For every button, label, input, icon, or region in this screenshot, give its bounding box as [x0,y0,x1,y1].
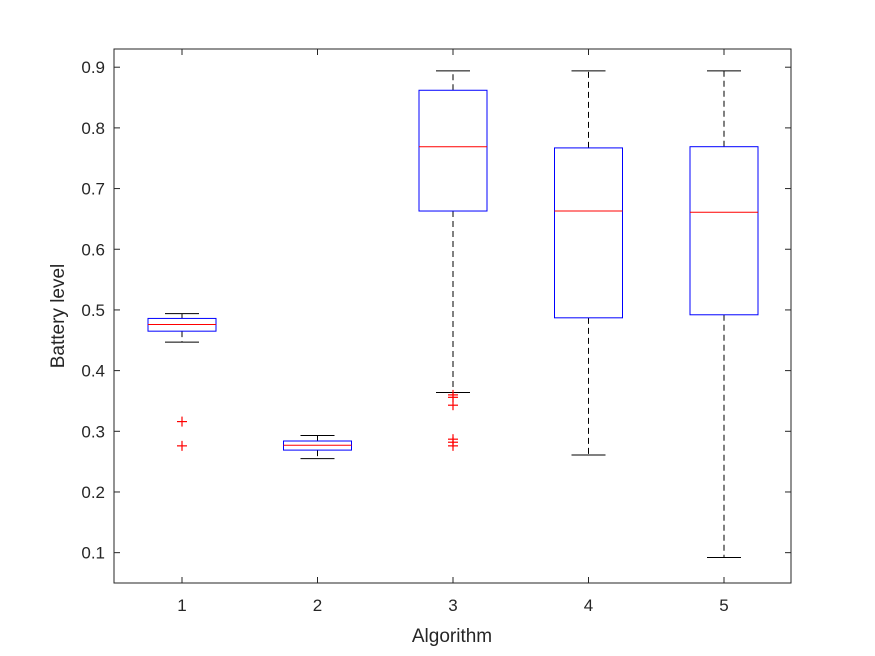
y-axis: 0.1 0.2 0.3 0.4 0.5 0.6 0.7 0.8 0.9 [81,58,791,563]
y-tick-label: 0.6 [81,240,105,259]
box-group-2 [283,435,352,460]
outlier-marker [177,440,187,451]
y-tick-label: 0.7 [81,180,105,199]
y-tick-label: 0.5 [81,301,105,320]
box-group-4 [554,70,623,456]
x-tick-label: 1 [177,596,186,615]
y-tick-label: 0.2 [81,483,105,502]
x-tick-label: 4 [584,596,593,615]
box-iqr [689,146,759,316]
outlier-marker [177,416,187,427]
x-tick-label: 3 [448,596,457,615]
y-tick-label: 0.1 [81,544,105,563]
y-tick-label: 0.8 [81,119,105,138]
x-tick-label: 5 [719,596,728,615]
outlier-marker [448,440,458,451]
box-group-1 [147,313,217,451]
y-tick-label: 0.4 [81,362,105,381]
box-iqr [554,147,623,319]
x-axis: 1 2 3 4 5 [177,49,729,615]
y-tick-label: 0.3 [81,422,105,441]
box-group-3 [418,70,488,451]
boxes-layer [147,70,759,559]
x-axis-label: Algorithm [412,626,492,647]
box-iqr [418,89,488,212]
y-tick-label: 0.9 [81,58,105,77]
y-axis-label: Battery level [48,264,69,369]
box-group-5 [689,70,759,559]
outlier-marker [448,400,458,411]
x-tick-label: 2 [313,596,322,615]
